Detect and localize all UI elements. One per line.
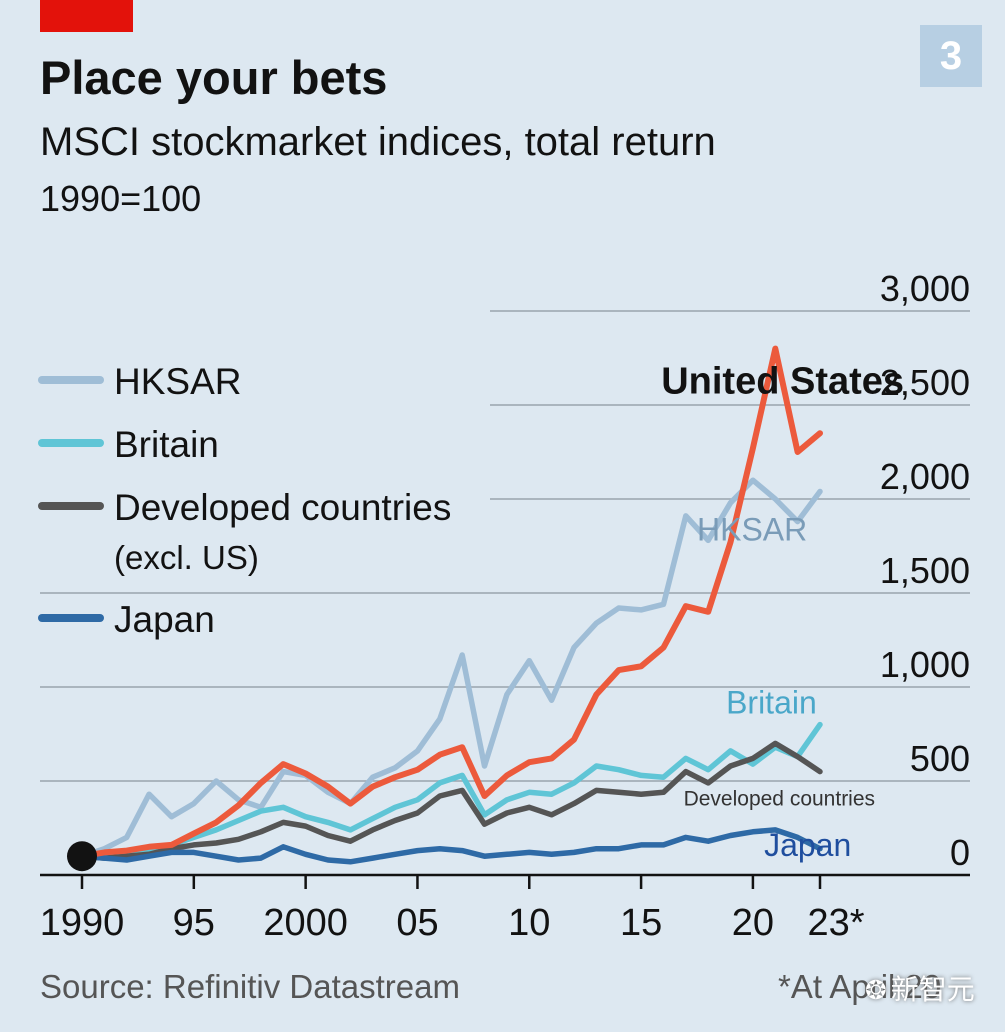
x-tick-label: 05 — [396, 902, 438, 944]
series-line-japan — [79, 827, 823, 865]
x-tick-label: 10 — [508, 902, 550, 944]
watermark-text: 新智元 — [890, 974, 975, 1005]
legend-japan-label: Japan — [114, 599, 215, 640]
chart-subtitle: MSCI stockmarket indices, total return — [40, 120, 716, 164]
series-line-hksar — [79, 477, 823, 859]
legend-developed-countries-sublabel: (excl. US) — [114, 539, 259, 576]
series-line-united-states — [79, 345, 823, 860]
legend: HKSAR Britain Developed countries (excl. US… — [38, 361, 451, 640]
legend-britain-label: Britain — [114, 424, 219, 465]
y-tick-label: 3,000 — [880, 268, 970, 309]
chart-number-badge: 3 — [920, 25, 982, 87]
source-note: Source: Refinitiv Datastream — [40, 968, 460, 1005]
x-tick-label: 95 — [173, 902, 215, 944]
legend-hksar-label: HKSAR — [114, 361, 241, 402]
x-axis: 1990 95 2000 05 10 15 20 23* — [40, 873, 970, 944]
y-tick-labels: 0 500 1,000 1,500 2,000 2,500 3,000 — [880, 268, 970, 873]
origin-point — [67, 841, 97, 872]
x-tick-label: 2000 — [263, 902, 348, 944]
watermark: ❂ 新智元 — [865, 968, 975, 1008]
annotation-japan: Japan — [764, 827, 851, 863]
y-tick-label: 1,500 — [880, 550, 970, 591]
series-annotations: United States HKSAR Britain Developed count… — [661, 361, 904, 863]
x-tick-label: 23* — [807, 902, 864, 944]
y-tick-label: 500 — [910, 738, 970, 779]
annotation-developed-countries: Developed countries — [684, 787, 875, 810]
legend-developed-countries-label: Developed countries — [114, 487, 451, 528]
y-tick-label: 2,500 — [880, 362, 970, 403]
footnote: *At April 20 — [778, 968, 942, 1005]
wechat-icon: ❂ — [865, 975, 887, 1005]
y-tick-label: 0 — [950, 832, 970, 873]
y-tick-label: 1,000 — [880, 644, 970, 685]
chart-title: Place your bets — [40, 51, 388, 104]
y-tick-label: 2,000 — [880, 456, 970, 497]
series-lines — [67, 345, 823, 872]
accent-tab — [40, 0, 133, 32]
series-line-britain — [79, 721, 823, 859]
chart-unit: 1990=100 — [40, 178, 202, 219]
x-tick-label: 20 — [732, 902, 774, 944]
annotation-hksar: HKSAR — [697, 511, 807, 547]
annotation-britain: Britain — [726, 684, 817, 720]
x-tick-label: 1990 — [40, 902, 125, 944]
x-tick-label: 15 — [620, 902, 662, 944]
series-line-developed-countries — [79, 740, 823, 861]
annotation-united-states: United States — [661, 361, 904, 403]
gridlines — [40, 310, 970, 782]
